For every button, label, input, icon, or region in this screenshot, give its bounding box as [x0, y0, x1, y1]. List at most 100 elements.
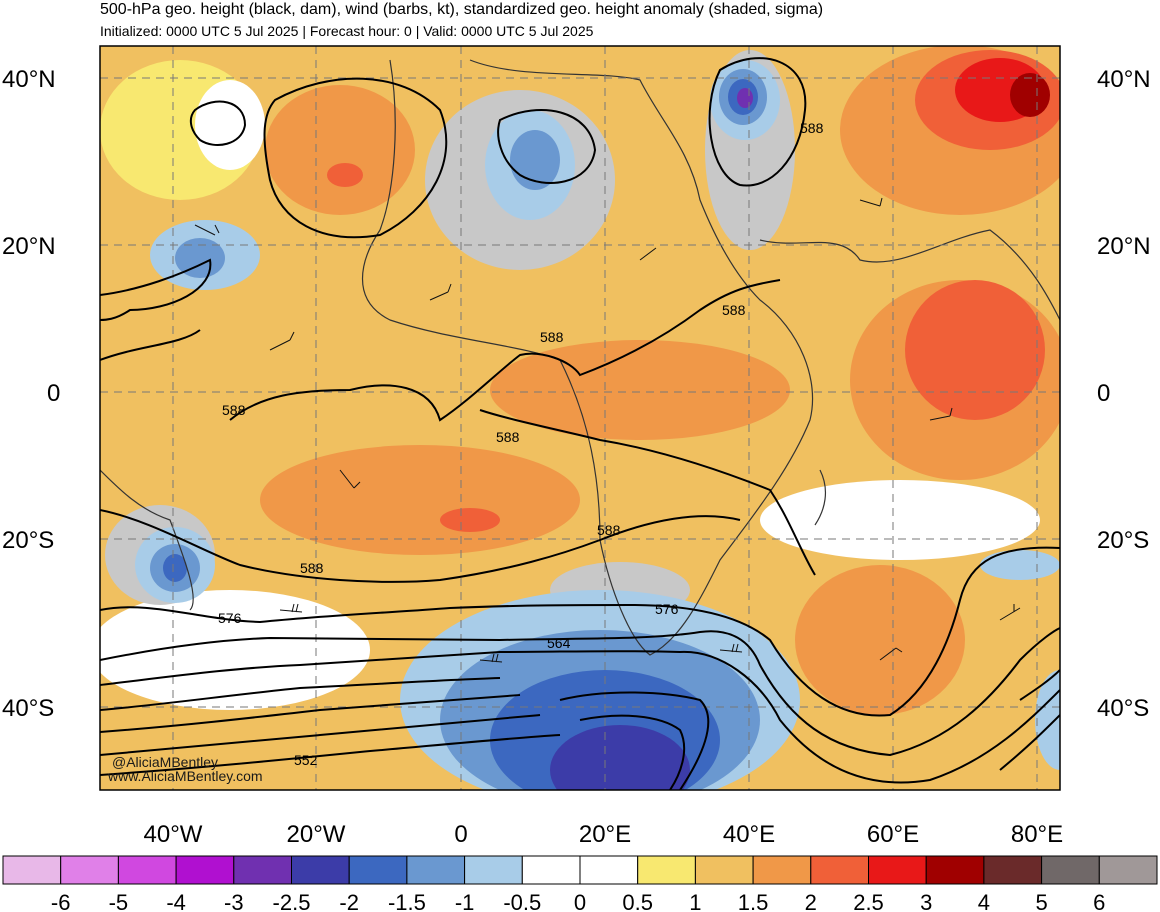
colorbar-tick-label: 1 [689, 890, 701, 912]
africa-coastline [361, 59, 814, 656]
colorbar-tick-label: -4 [166, 890, 186, 912]
height-contour [100, 627, 1060, 757]
colorbar-swatch [868, 855, 927, 885]
height-contour [189, 100, 247, 146]
height-contour [100, 677, 501, 711]
colorbar-tick-label: 0 [574, 890, 586, 912]
coastlines [100, 59, 1060, 656]
height-contours [100, 57, 1060, 790]
colorbar-swatch [983, 855, 1043, 885]
lat-label: 20°N [1097, 233, 1151, 260]
height-contour [100, 694, 521, 733]
lon-label: 80°E [1011, 821, 1063, 848]
lon-label: 60°E [867, 821, 919, 848]
colorbar-swatch [60, 855, 119, 885]
colorbar-swatch [694, 855, 754, 885]
colorbar-tick-label: -3 [224, 890, 244, 912]
height-contour [497, 109, 597, 184]
colorbar-swatch [1041, 855, 1100, 885]
colorbar-tick-label: 4 [978, 890, 990, 912]
map-subtitle: Initialized: 0000 UTC 5 Jul 2025 | Forec… [100, 23, 594, 39]
lat-label: 20°N [2, 233, 56, 260]
colorbar-swatch [117, 855, 177, 885]
colorbar-swatch [1098, 855, 1158, 885]
lat-label: 0 [1097, 380, 1110, 407]
lon-label: 40°E [723, 821, 775, 848]
contour-label: 588 [300, 560, 324, 576]
wind-barb [194, 224, 220, 236]
contour-label: 576 [655, 601, 679, 617]
height-contour [479, 409, 816, 576]
anomaly-region [795, 565, 965, 715]
wind-barb [339, 469, 361, 489]
height-contour [229, 279, 781, 422]
lon-label: 20°E [579, 821, 631, 848]
contour-label: 588 [597, 522, 621, 538]
colorbar-swatch [637, 855, 696, 885]
height-contour [100, 546, 1060, 717]
lat-labels-left: 40°N 20°N 0 20°S 40°S [2, 66, 60, 722]
anomaly-shading [100, 46, 1060, 790]
colorbar-swatch [348, 855, 408, 885]
wind-barb [879, 647, 903, 661]
map-frame [99, 45, 1061, 791]
anomaly-region [737, 88, 753, 108]
lat-label: 40°S [1097, 695, 1149, 722]
anomaly-region [905, 280, 1045, 420]
colorbar-labels: -6 -5 -4 -3 -2.5 -2 -1.5 -1 -0.5 0 0.5 1 1.5 2 2.5 3 4 5 6 [51, 890, 1106, 912]
height-contour [579, 714, 686, 790]
height-contour [100, 258, 212, 321]
anomaly-region [175, 238, 225, 278]
colorbar-swatch [464, 855, 523, 885]
wind-barb [479, 653, 503, 663]
anomaly-region [760, 480, 1040, 560]
watermark-site: www.AliciaMBentley.com [107, 768, 263, 784]
wind-barb [929, 407, 953, 421]
anomaly-region [260, 445, 580, 555]
colorbar [2, 855, 1158, 885]
lon-label: 20°W [287, 821, 346, 848]
anomaly-region [440, 508, 500, 532]
colorbar-swatch [2, 855, 62, 885]
lon-label: 0 [454, 821, 467, 848]
wind-barbs [194, 197, 1021, 663]
anomaly-region [265, 85, 415, 215]
colorbar-tick-label: -6 [51, 890, 71, 912]
height-contour [100, 650, 1060, 784]
colorbar-tick-label: -1.5 [388, 890, 426, 912]
anomaly-region [163, 554, 187, 582]
anomaly-region [195, 80, 265, 170]
height-contour [100, 734, 561, 776]
contour-label: 564 [547, 635, 571, 651]
colorbar-swatch [291, 855, 350, 885]
lat-label: 40°N [2, 66, 56, 93]
colorbar-tick-label: -2.5 [273, 890, 311, 912]
contour-label: 588 [722, 302, 746, 318]
contour-labels: 588 588 588 588 588 588 588 576 576 564 … [218, 120, 824, 768]
contour-label: 588 [540, 329, 564, 345]
south-america-coastline [100, 469, 194, 611]
watermark-handle: @AliciaMBentley [112, 754, 218, 770]
contour-label: 588 [496, 429, 520, 445]
wind-barb [859, 197, 883, 207]
lat-label: 20°S [2, 527, 54, 554]
madagascar-coastline [814, 469, 827, 526]
anomaly-region [100, 590, 370, 710]
height-contour [100, 714, 541, 756]
wind-barb [429, 283, 452, 301]
colorbar-tick-label: 3 [920, 890, 932, 912]
height-contour [100, 329, 201, 361]
lon-labels: 40°W 20°W 0 20°E 40°E 60°E 80°E [144, 821, 1064, 848]
lat-label: 0 [47, 380, 60, 407]
contour-label: 552 [294, 752, 318, 768]
height-contour [263, 77, 448, 239]
colorbar-swatch [752, 855, 812, 885]
colorbar-swatch [579, 855, 639, 885]
colorbar-tick-label: 5 [1035, 890, 1047, 912]
colorbar-tick-label: -0.5 [503, 890, 541, 912]
colorbar-tick-label: 1.5 [738, 890, 769, 912]
anomaly-region [550, 725, 690, 790]
colorbar-tick-label: -2 [339, 890, 359, 912]
lat-label: 40°S [2, 695, 54, 722]
